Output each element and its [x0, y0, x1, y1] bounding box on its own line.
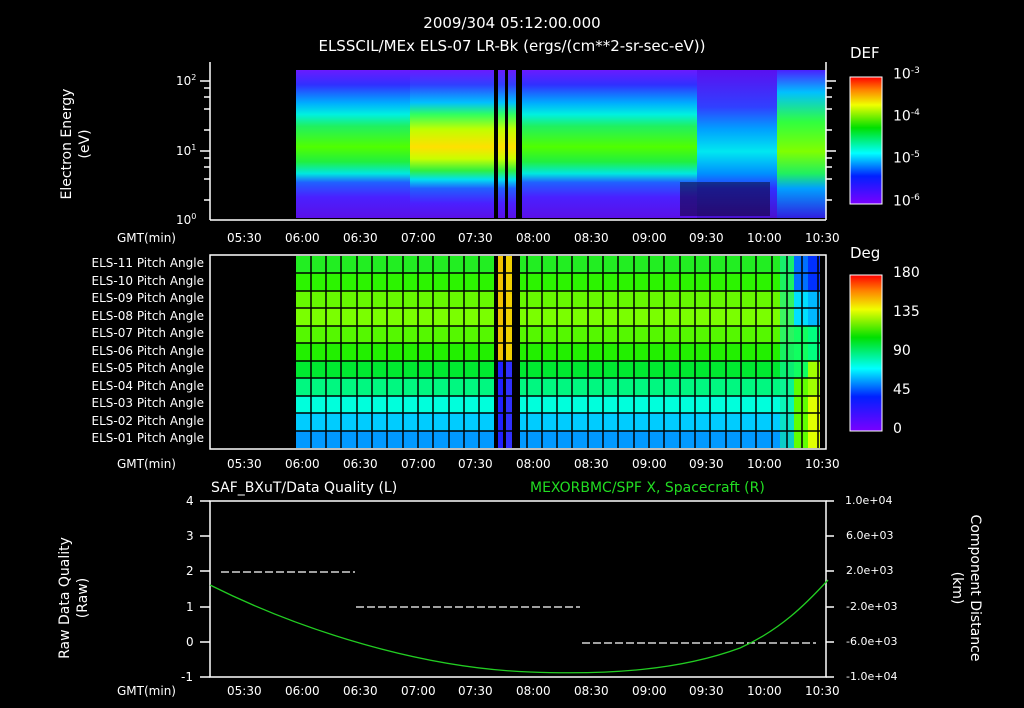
- deg-tick-180: 180: [893, 265, 920, 281]
- dist-tick-neg2e3: -2.0e+03: [846, 600, 898, 613]
- dist-tick-6e3: 6.0e+03: [846, 529, 894, 542]
- def-colorbar-label: DEF: [850, 44, 880, 62]
- row-label: ELS-10 Pitch Angle: [91, 273, 204, 288]
- def-tick-1e-6: 10-6: [893, 193, 920, 210]
- row-label: ELS-02 Pitch Angle: [91, 413, 204, 428]
- dist-tick-neg1e4: -1.0e+04: [846, 670, 898, 683]
- plot-subtitle: ELSSCIL/MEx ELS-07 LR-Bk (ergs/(cm**2-sr…: [318, 37, 706, 55]
- def-tick-1e-4: 10-4: [893, 108, 920, 125]
- spacecraft-x-title: MEXORBMC/SPF X, Spacecraft (R): [530, 480, 765, 496]
- row-label: ELS-01 Pitch Angle: [91, 431, 204, 445]
- energy-axis-label: Electron Energy: [59, 88, 75, 200]
- spectrogram-axes: [200, 62, 836, 221]
- data-quality-title: SAF_BXuT/Data Quality (L): [211, 480, 398, 496]
- def-colorbar: [849, 76, 883, 205]
- distance-axis-units: (km): [949, 571, 965, 605]
- energy-tick-100: 102: [176, 73, 197, 88]
- energy-tick-10: 101: [176, 143, 197, 158]
- time-axis-label-2: GMT(min): [117, 457, 176, 471]
- pitch-angle-data: [296, 256, 826, 448]
- row-label: ELS-04 Pitch Angle: [91, 378, 204, 393]
- pitch-angle-grid: [296, 256, 826, 448]
- plot-timestamp: 2009/304 05:12:00.000: [423, 14, 601, 32]
- row-label: ELS-07 Pitch Angle: [91, 326, 204, 340]
- data-quality-axis-units: (Raw): [75, 577, 91, 619]
- row-label: ELS-09 Pitch Angle: [91, 291, 204, 305]
- row-label: ELS-03 Pitch Angle: [91, 396, 204, 410]
- distance-axis-label: Component Distance: [967, 514, 983, 662]
- dq-tick-4: 4: [186, 494, 194, 508]
- energy-tick-1: 100: [176, 212, 197, 227]
- deg-colorbar-label: Deg: [850, 244, 881, 262]
- dist-tick-neg6e3: -6.0e+03: [846, 635, 898, 648]
- row-label: ELS-08 Pitch Angle: [91, 308, 204, 323]
- row-label: ELS-11 Pitch Angle: [91, 256, 204, 270]
- dq-tick-1: 1: [186, 600, 194, 614]
- time-axis-label-3: GMT(min): [117, 684, 176, 698]
- dq-tick-neg1: -1: [181, 670, 193, 684]
- def-tick-1e-5: 10-5: [893, 150, 920, 167]
- deg-tick-0: 0: [893, 421, 902, 437]
- deg-colorbar: [849, 274, 883, 432]
- dist-tick-2e3: 2.0e+03: [846, 564, 894, 577]
- deg-tick-90: 90: [893, 343, 911, 359]
- deg-tick-135: 135: [893, 304, 920, 320]
- energy-axis-units: (eV): [77, 129, 93, 159]
- pitch-angle-axes: [209, 254, 827, 450]
- dist-tick-1e4: 1.0e+04: [845, 494, 893, 507]
- pitch-angle-row-labels: ELS-11 Pitch Angle ELS-10 Pitch Angle EL…: [40, 256, 204, 449]
- deg-tick-45: 45: [893, 382, 911, 398]
- row-label: ELS-05 Pitch Angle: [91, 361, 204, 375]
- spectrogram-data: [296, 70, 826, 219]
- dq-tick-3: 3: [186, 529, 194, 543]
- def-tick-1e-3: 10-3: [893, 66, 920, 83]
- dq-tick-0: 0: [186, 635, 194, 649]
- dq-tick-2: 2: [186, 564, 194, 578]
- data-quality-axis-label: Raw Data Quality: [57, 537, 73, 659]
- time-axis-label-1: GMT(min): [117, 231, 176, 245]
- spacecraft-x-series: [209, 579, 829, 674]
- data-quality-series: [221, 571, 816, 644]
- line-plot-axes: [200, 500, 834, 678]
- row-label: ELS-06 Pitch Angle: [91, 343, 204, 358]
